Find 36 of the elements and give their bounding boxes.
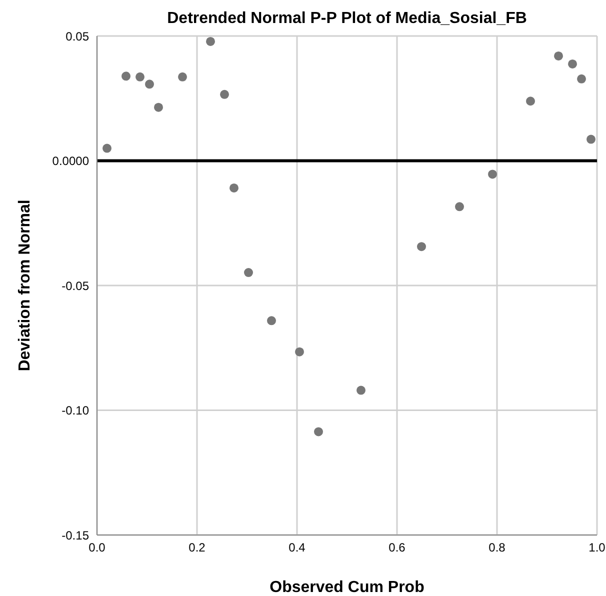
point [136, 72, 144, 82]
point [568, 59, 577, 68]
point [154, 102, 163, 112]
point [145, 80, 154, 89]
point [230, 183, 238, 192]
x-tick-label: 0.8 [488, 540, 506, 555]
point [356, 386, 366, 395]
x-axis-title: Observed Cum Prob [270, 579, 425, 596]
point [314, 427, 323, 436]
point [122, 72, 130, 81]
point [488, 170, 497, 179]
point [586, 134, 596, 144]
x-tick-label: 0.6 [388, 540, 406, 555]
point [267, 316, 276, 326]
y-tick-label: -0.10 [62, 404, 90, 418]
x-tick-label: 1.0 [588, 540, 606, 555]
point [554, 51, 563, 60]
y-tick-label: -0.05 [62, 278, 90, 293]
point [577, 74, 586, 84]
y-tick-label: 0.05 [66, 29, 90, 44]
x-tick-label: 0.2 [188, 540, 206, 555]
y-tick-label: 0.0000 [52, 154, 90, 168]
x-tick-label: 0.4 [288, 540, 306, 555]
y-tick-label: -0.15 [62, 528, 90, 542]
point [206, 36, 215, 46]
point [455, 202, 464, 212]
point [526, 96, 535, 106]
point [244, 268, 253, 278]
point [295, 347, 304, 356]
x-tick-label: 0.0 [88, 540, 106, 555]
point [417, 242, 426, 252]
point [220, 90, 229, 99]
point [102, 144, 112, 153]
point [178, 72, 187, 82]
chart-title: Detrended Normal P-P Plot of Media_Sosial_FB [166, 10, 528, 28]
y-axis-title: Deviation from Normal [16, 200, 34, 372]
